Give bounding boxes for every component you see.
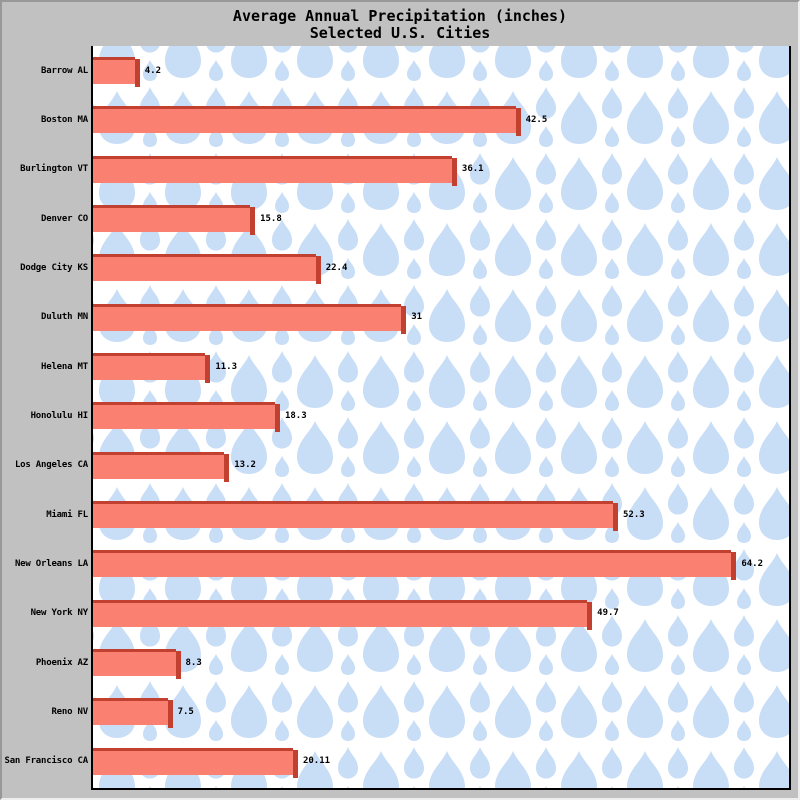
bar xyxy=(93,57,140,88)
category-label: Burlington VT xyxy=(20,164,88,175)
bar-track: 18.3 xyxy=(93,391,789,440)
category-label: Dodge City KS xyxy=(20,262,88,273)
value-label: 49.7 xyxy=(597,608,619,619)
chart-subtitle: Selected U.S. Cities xyxy=(309,24,491,42)
bar-row: Helena MT 11.3 xyxy=(2,342,789,391)
bar-track: 20.11 xyxy=(93,737,789,786)
category-label: Boston MA xyxy=(41,114,88,125)
bar-track: 42.5 xyxy=(93,95,789,144)
bar-rows: Barrow AL 4.2 Boston MA 42.5 Burlington VT 36… xyxy=(2,46,789,786)
chart-title: Average Annual Precipitation (inches) xyxy=(232,7,568,25)
category-label: New Orleans LA xyxy=(14,558,88,569)
value-label: 8.3 xyxy=(185,657,202,668)
bar-track: 11.3 xyxy=(93,342,789,391)
bar-row: Denver CO 15.8 xyxy=(2,194,789,243)
bar-track: 49.7 xyxy=(93,589,789,638)
bar xyxy=(93,254,321,285)
value-label: 7.5 xyxy=(177,706,194,717)
category-label: Denver CO xyxy=(41,213,88,224)
bar xyxy=(93,698,173,729)
bar-row: New York NY 49.7 xyxy=(2,589,789,638)
value-label: 22.4 xyxy=(325,262,348,273)
bar-row: Dodge City KS 22.4 xyxy=(2,243,789,292)
bar-track: 36.1 xyxy=(93,145,789,194)
category-label: Barrow AL xyxy=(41,65,88,76)
bar-track: 64.2 xyxy=(93,539,789,588)
value-label: 20.11 xyxy=(302,756,331,767)
bar-row: San Francisco CA 20.11 xyxy=(2,737,789,786)
value-label: 36.1 xyxy=(461,164,484,175)
bar-row: Burlington VT 36.1 xyxy=(2,145,789,194)
bar-row: Honolulu HI 18.3 xyxy=(2,391,789,440)
bar-row: New Orleans LA 64.2 xyxy=(2,539,789,588)
category-label: Phoenix AZ xyxy=(35,657,88,668)
bar-track: 15.8 xyxy=(93,194,789,243)
bar-row: Boston MA 42.5 xyxy=(2,95,789,144)
value-label: 13.2 xyxy=(234,460,256,471)
bar xyxy=(93,599,593,630)
value-label: 15.8 xyxy=(260,213,282,224)
value-label: 4.2 xyxy=(144,65,162,76)
value-label: 52.3 xyxy=(623,509,645,520)
bar-row: Miami FL 52.3 xyxy=(2,490,789,539)
bar-track: 4.2 xyxy=(93,46,789,95)
category-label: New York NY xyxy=(30,608,89,619)
bar-track: 22.4 xyxy=(93,243,789,292)
bar-track: 8.3 xyxy=(93,638,789,687)
category-label: Duluth MN xyxy=(41,312,88,323)
bar xyxy=(93,550,737,581)
category-label: San Francisco CA xyxy=(4,756,89,767)
bar xyxy=(93,649,181,680)
bar-row: Barrow AL 4.2 xyxy=(2,46,789,95)
bar-track: 31 xyxy=(93,293,789,342)
bar xyxy=(93,353,211,384)
bar xyxy=(93,303,407,334)
bar xyxy=(93,451,230,482)
bar-row: Phoenix AZ 8.3 xyxy=(2,638,789,687)
bar xyxy=(93,205,256,236)
bar xyxy=(93,747,298,778)
bar-track: 7.5 xyxy=(93,687,789,736)
bar-row: Los Angeles CA 13.2 xyxy=(2,441,789,490)
value-label: 11.3 xyxy=(215,361,238,372)
category-label: Los Angeles CA xyxy=(14,460,88,471)
bar-row: Duluth MN 31 xyxy=(2,293,789,342)
bar xyxy=(93,501,618,532)
category-label: Miami FL xyxy=(46,509,88,520)
bar xyxy=(93,155,457,186)
bar xyxy=(93,402,280,433)
value-label: 42.5 xyxy=(525,114,548,125)
value-label: 18.3 xyxy=(284,410,307,421)
bar-track: 13.2 xyxy=(93,441,789,490)
value-label: 64.2 xyxy=(741,558,764,569)
category-label: Reno NV xyxy=(51,706,88,717)
bar xyxy=(93,106,521,137)
bar-track: 52.3 xyxy=(93,490,789,539)
bar-row: Reno NV 7.5 xyxy=(2,687,789,736)
value-label: 31 xyxy=(411,312,423,323)
category-label: Honolulu HI xyxy=(30,410,89,421)
title-block: Average Annual Precipitation (inches) Se… xyxy=(2,8,798,42)
category-label: Helena MT xyxy=(41,361,88,372)
